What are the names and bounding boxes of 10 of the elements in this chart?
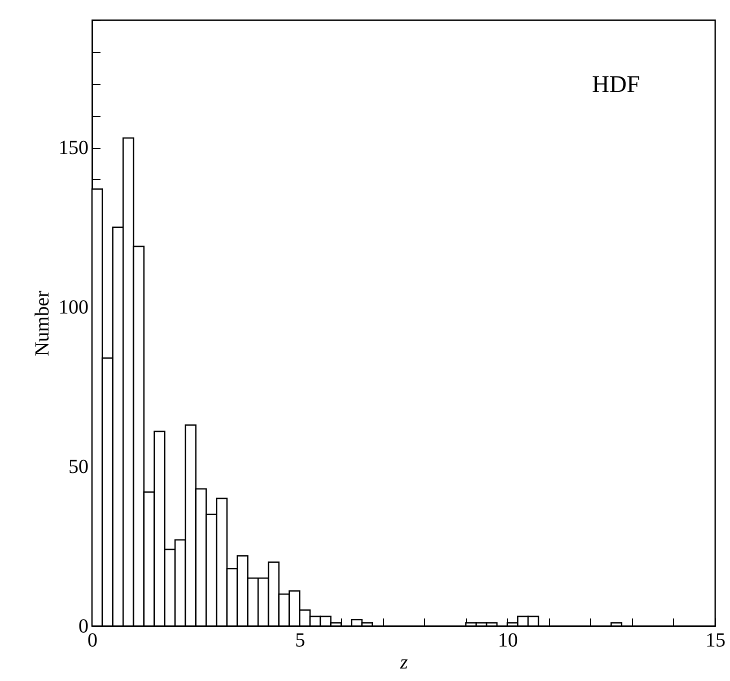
y-tick-label: 0 (78, 616, 88, 638)
y-tick-label: 150 (58, 137, 88, 160)
y-tick-label: 100 (58, 296, 88, 319)
y-tick-label: 50 (68, 456, 88, 478)
y-axis-title: Number (32, 290, 54, 356)
x-tick-label: 10 (498, 630, 518, 652)
x-tick-label: 15 (706, 630, 726, 652)
x-axis-title: z (399, 652, 408, 674)
annotation: HDF (592, 72, 640, 98)
x-tick-label: 5 (295, 630, 306, 652)
